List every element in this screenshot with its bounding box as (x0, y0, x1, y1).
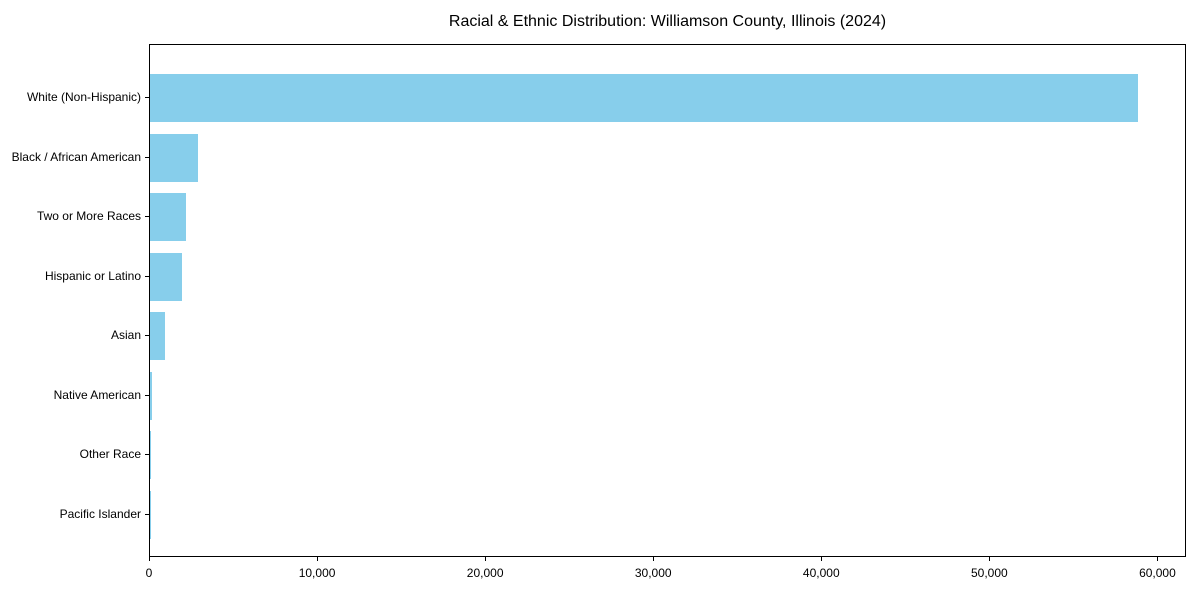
y-axis-tick (145, 394, 149, 396)
x-tick-label: 30,000 (634, 566, 672, 580)
y-tick-label: Native American (53, 387, 141, 402)
x-tick-label: 20,000 (466, 566, 504, 580)
y-tick-label: Pacific Islander (59, 506, 141, 521)
y-axis-tick (145, 275, 149, 277)
plot-area (149, 44, 1186, 557)
x-tick-label: 0 (145, 566, 153, 580)
y-axis-tick (145, 156, 149, 158)
y-tick-label: Asian (110, 328, 141, 343)
y-tick-label: Two or More Races (36, 209, 141, 224)
bar-hispanic-or-latino (150, 252, 182, 301)
bar-other-race (150, 431, 152, 480)
bar-black-african-american (150, 133, 199, 182)
y-axis-tick (145, 454, 149, 456)
x-axis-tick (317, 557, 319, 561)
x-tick-label: 60,000 (1139, 566, 1176, 580)
y-axis-tick (145, 513, 149, 515)
y-axis-tick (145, 216, 149, 218)
x-axis-tick (485, 557, 487, 561)
chart-title: Racial & Ethnic Distribution: Williamson… (448, 13, 887, 30)
y-tick-label: White (Non-Hispanic) (26, 90, 141, 104)
y-tick-label: Hispanic or Latino (44, 268, 141, 283)
x-axis-tick (149, 557, 150, 561)
x-axis-tick (989, 557, 991, 561)
y-axis-tick (145, 335, 149, 337)
x-tick-label: 40,000 (802, 566, 840, 580)
y-tick-label: Black / African American (11, 149, 141, 164)
y-axis-tick (145, 97, 149, 98)
bar-two-or-more-races (150, 193, 187, 242)
x-axis-tick (653, 557, 655, 561)
x-tick-label: 50,000 (970, 566, 1008, 580)
y-tick-label: Other Race (79, 447, 141, 462)
bar-native-american (150, 371, 152, 420)
bar-white-non-hispanic (150, 74, 1139, 122)
x-axis-tick (821, 557, 823, 561)
x-axis-tick (1157, 557, 1159, 561)
bar-asian (150, 312, 165, 361)
x-tick-label: 10,000 (298, 566, 336, 580)
